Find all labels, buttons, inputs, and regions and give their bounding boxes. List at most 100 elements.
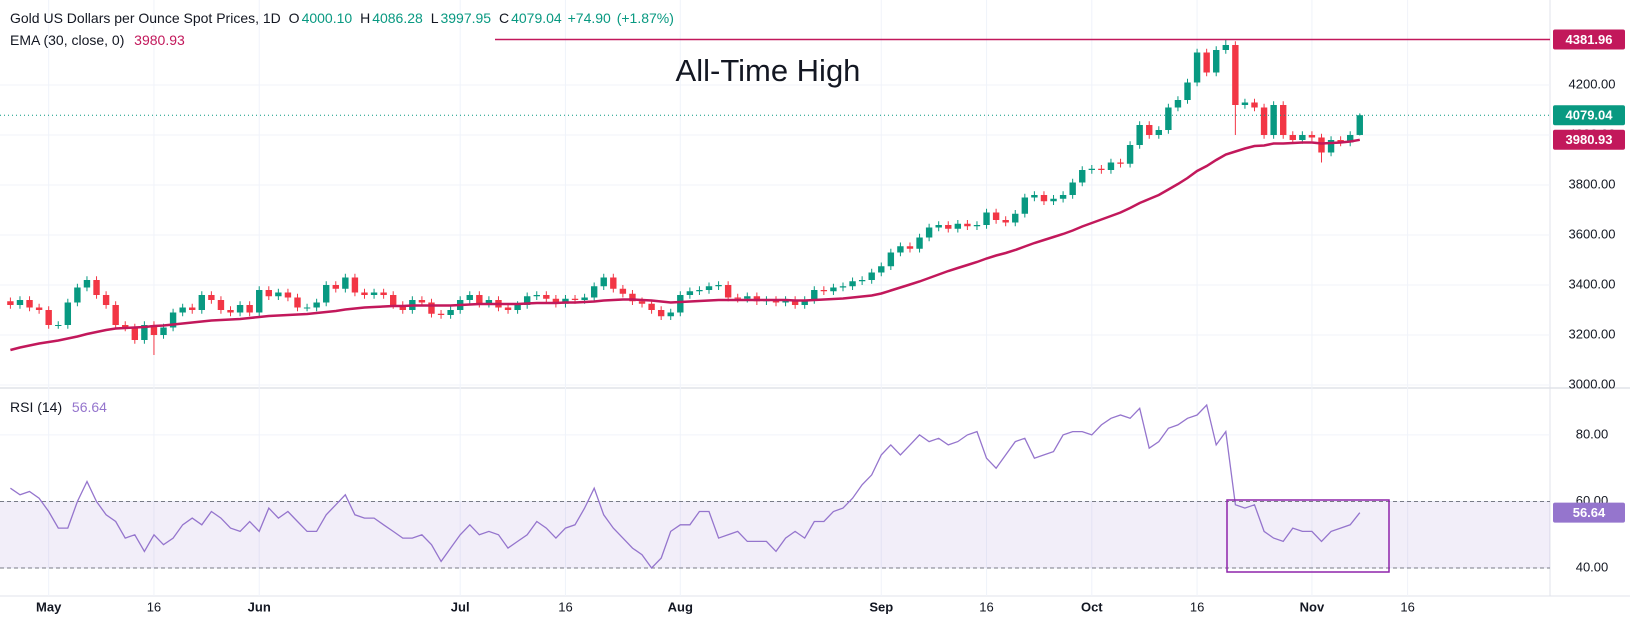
ohlc-key: L (430, 10, 439, 26)
candle-body (1136, 125, 1143, 145)
candle-body (1059, 195, 1067, 199)
candle-body (1040, 195, 1048, 202)
x-tick-label: Oct (1081, 599, 1103, 614)
annotation: All-Time High (676, 53, 861, 88)
rsi-label: 56.64 (1573, 505, 1606, 520)
candle-body (1299, 135, 1306, 140)
candle-body (610, 277, 617, 289)
candle-body (246, 305, 253, 313)
candle-body (581, 297, 588, 300)
candle-body (1002, 220, 1009, 223)
candle-body (437, 313, 445, 315)
candle-body (1174, 100, 1182, 108)
ohlc-value: 4079.04 (511, 10, 562, 26)
candle-body (964, 223, 971, 227)
candle-body (208, 295, 215, 300)
candle-body (1021, 197, 1029, 214)
candle-body (45, 310, 52, 325)
candle-body (55, 325, 62, 326)
candle-body (169, 312, 177, 328)
candle-body (945, 225, 952, 229)
y-tick-label: 3600.00 (1569, 226, 1616, 241)
candle-body (1308, 135, 1316, 138)
candle-body (916, 237, 923, 249)
candle-body (294, 297, 301, 308)
candle-body (1184, 82, 1191, 100)
ohlc-key: H (360, 10, 371, 26)
candle-body (1069, 182, 1076, 195)
candle-body (189, 307, 196, 310)
candle-body (696, 290, 703, 292)
candle-body (1270, 105, 1277, 135)
candle-body (380, 292, 387, 295)
change: +74.90 (567, 10, 611, 26)
ohlc-key: C (498, 10, 510, 26)
labels: 3000.003200.003400.003600.003800.004000.… (36, 29, 1625, 614)
candle-body (648, 303, 655, 310)
candle-body (830, 287, 837, 292)
candle-body (1117, 162, 1124, 164)
candle-body (93, 280, 100, 295)
candle-body (418, 300, 426, 303)
candle-body (370, 292, 378, 295)
candle-body (150, 325, 158, 335)
candle-body (552, 298, 560, 304)
candle-body (265, 290, 272, 297)
candle-body (897, 246, 904, 253)
candle-body (35, 307, 43, 310)
candle-body (1280, 105, 1287, 135)
candle-body (935, 225, 942, 228)
candle-body (686, 291, 694, 295)
ohlc-value: 4086.28 (372, 10, 423, 26)
candle-body (7, 301, 14, 305)
candle-body (1203, 52, 1210, 73)
candle-body (476, 295, 483, 304)
candle-body (801, 300, 808, 305)
candle-body (256, 290, 263, 313)
candle-body (1251, 102, 1258, 108)
candle-body (1031, 195, 1038, 198)
candle-body (112, 305, 119, 325)
candle-body (236, 305, 244, 313)
ohlc-value: 3997.95 (440, 10, 492, 26)
candle-body (849, 281, 856, 287)
candle-body (342, 277, 349, 289)
candle-body (992, 212, 1000, 220)
rsi-name: RSI (14) (10, 399, 63, 415)
grid (0, 0, 1550, 596)
candle-body (390, 295, 397, 305)
y-tick-label: 3400.00 (1569, 276, 1616, 291)
rsi-label-box (1553, 502, 1625, 523)
candle-body (1347, 134, 1354, 143)
candle-body (715, 285, 722, 287)
rsi-line (10, 403, 1361, 570)
rsi-legend: RSI (14) 56.64 (10, 399, 109, 415)
candle-body (1098, 168, 1105, 170)
candle-body (179, 307, 186, 313)
candle-body (514, 305, 521, 310)
ema-value: 3980.93 (134, 32, 185, 48)
candle-body (878, 266, 885, 273)
candle-body (284, 292, 292, 298)
marks (0, 38, 1550, 570)
candle-body (323, 285, 330, 303)
candle-body (1318, 137, 1325, 153)
candle-body (131, 327, 139, 340)
candle-body (1050, 198, 1057, 202)
candle-body (227, 310, 234, 313)
candle-body (1193, 52, 1201, 83)
ema-line (10, 138, 1361, 352)
candle-body (26, 300, 33, 308)
candle-body (16, 300, 24, 305)
candle-body (1260, 107, 1268, 135)
candle-body (351, 277, 359, 293)
ema-label: 3980.93 (1566, 132, 1613, 147)
y-tick-label: 3000.00 (1569, 376, 1616, 391)
last-price-label-box (1553, 105, 1625, 126)
candle-body (724, 285, 732, 298)
last-price-label: 4079.04 (1566, 108, 1614, 123)
rsi-tick-label: 80.00 (1576, 426, 1609, 441)
candle-body (906, 246, 914, 249)
ohlc-value: 4000.10 (301, 10, 353, 26)
candle-body (619, 288, 627, 294)
